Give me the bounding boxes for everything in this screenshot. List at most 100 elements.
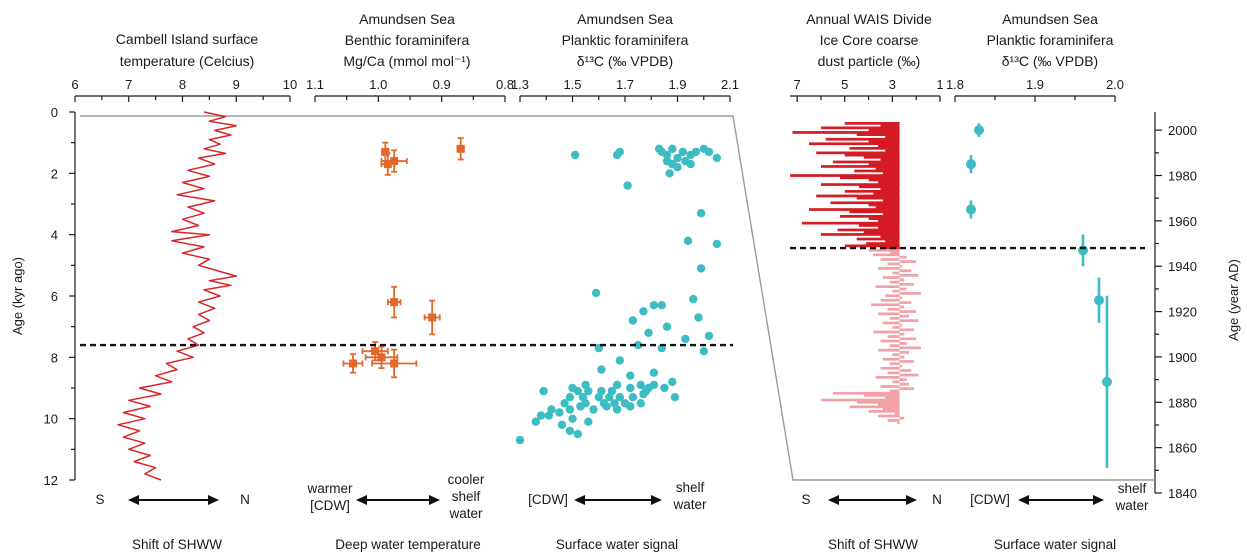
reference-lines — [80, 246, 1145, 347]
dust-bar — [899, 364, 902, 368]
dust-tick-label: 5 — [841, 77, 848, 92]
d13c-recent-tick-label: 1.9 — [1026, 77, 1044, 92]
dust-bar — [856, 196, 900, 200]
mgca-marker — [390, 157, 399, 166]
d13c-recent-direction-right-label: water — [1114, 498, 1149, 513]
mgca-marker — [428, 313, 437, 322]
d13c-recent-data-point — [1102, 295, 1112, 469]
d13c-marker — [660, 383, 669, 393]
dust-bar — [878, 312, 900, 316]
dust-bar — [873, 192, 900, 195]
d13c-recent-data-point — [966, 155, 976, 174]
dust-bar — [899, 278, 905, 282]
dust-bar — [899, 301, 912, 304]
temp-arrow-right-head — [208, 495, 219, 505]
mgca-marker — [390, 359, 399, 368]
d13c-recent-direction-right-label: shelf — [1118, 481, 1147, 496]
dust-bar — [809, 208, 900, 211]
d13c-marker — [584, 386, 593, 396]
dust-bar — [880, 258, 900, 261]
mgca-direction-left-label: warmer — [306, 481, 353, 496]
d13c-marker — [665, 169, 674, 178]
mgca-tick-label: 1.0 — [369, 77, 387, 92]
d13c-marker — [591, 288, 601, 298]
dust-direction-right-label: N — [932, 492, 942, 507]
d13c-marker — [673, 153, 682, 163]
d13c-marker — [712, 239, 722, 249]
dust-bar — [821, 126, 900, 130]
d13c-marker — [612, 405, 622, 414]
right-tick-label: 1920 — [1168, 305, 1197, 320]
d13c-recent-bottom-caption: Surface water signal — [994, 537, 1116, 552]
dust-bar — [875, 205, 900, 209]
d13c-marker — [615, 356, 624, 365]
d13c-direction-left-label: [CDW] — [528, 492, 568, 507]
dust-bar — [878, 181, 900, 184]
dust-bar — [899, 310, 917, 313]
dust-bar — [887, 419, 900, 422]
dust-bar — [880, 235, 900, 239]
dust-title-line: dust particle (‰) — [818, 53, 921, 69]
dust-bar — [844, 122, 900, 125]
dust-bar — [899, 255, 907, 259]
d13c-marker — [565, 426, 575, 436]
d13c-recent-data-point — [966, 200, 976, 219]
d13c-marker — [691, 147, 701, 157]
dust-bar — [880, 366, 900, 370]
mgca-arrow-right-head — [429, 495, 440, 505]
d13c-marker — [565, 393, 575, 402]
d13c-tick-label: 1.5 — [563, 77, 581, 92]
mgca-data-point — [371, 348, 418, 379]
d13c-marker — [615, 393, 624, 402]
d13c-marker — [568, 414, 577, 423]
dust-bar — [880, 187, 900, 191]
dust-bar — [878, 267, 900, 270]
dust-bar — [844, 153, 900, 157]
dust-bar — [868, 203, 900, 207]
mgca-direction-right-label: water — [448, 506, 483, 521]
dust-bar — [899, 264, 902, 268]
mgca-marker — [349, 359, 357, 368]
d13c-marker — [696, 209, 706, 218]
dust-title-line: Ice Core coarse — [820, 32, 919, 48]
d13c-recent-tick-label: 1.8 — [946, 77, 964, 92]
left-tick-label: 4 — [51, 228, 58, 243]
d13c-marker — [686, 159, 695, 169]
dust-bar — [809, 142, 900, 146]
zoom-connector-lines — [80, 115, 1155, 481]
dust-bar — [837, 228, 900, 232]
d13c-recent-panel: 1.8 1.9 2.0 Amundsen Sea Planktic foraminife… — [946, 11, 1149, 552]
left-axis-title: Age (kyr ago) — [10, 257, 25, 335]
dust-bar — [899, 382, 909, 386]
dust-bar — [871, 303, 900, 307]
mgca-marker — [371, 347, 380, 356]
dust-bar — [899, 369, 912, 372]
d13c-marker — [626, 383, 635, 393]
d13c-recent-title-line: δ¹³C (‰ VPDB) — [1002, 53, 1098, 69]
dust-direction-left-label: S — [801, 492, 810, 507]
dust-bar — [899, 351, 909, 354]
dust-bar — [880, 298, 900, 302]
d13c-marker — [602, 402, 611, 411]
right-tick-label: 1840 — [1168, 486, 1197, 501]
dust-bar — [899, 337, 917, 341]
dust-bar — [899, 292, 921, 295]
temp-tick-label: 10 — [283, 77, 297, 92]
d13c-marker — [639, 307, 648, 316]
dust-tick-label: 3 — [889, 77, 896, 92]
dust-bar — [859, 185, 900, 189]
mgca-data-point — [423, 299, 441, 336]
dust-bar — [832, 160, 900, 164]
dust-bar — [892, 326, 900, 329]
dust-bar — [868, 410, 900, 413]
dust-bar — [892, 271, 900, 275]
temperature-panel: 6 7 8 9 10 Cambell Island surface temperature … — [71, 31, 297, 552]
dust-bar — [821, 183, 900, 186]
mgca-direction-right-label: cooler — [448, 472, 485, 487]
right-age-axis: 2000 1980 1960 1940 1920 1900 1880 1860 1840 Age … — [1154, 112, 1241, 501]
dust-bar — [897, 421, 900, 425]
d13c-marker — [668, 144, 677, 153]
dust-bar — [859, 224, 900, 227]
d13c-marker — [670, 393, 680, 402]
mgca-title-line: Benthic foraminifera — [345, 32, 470, 48]
